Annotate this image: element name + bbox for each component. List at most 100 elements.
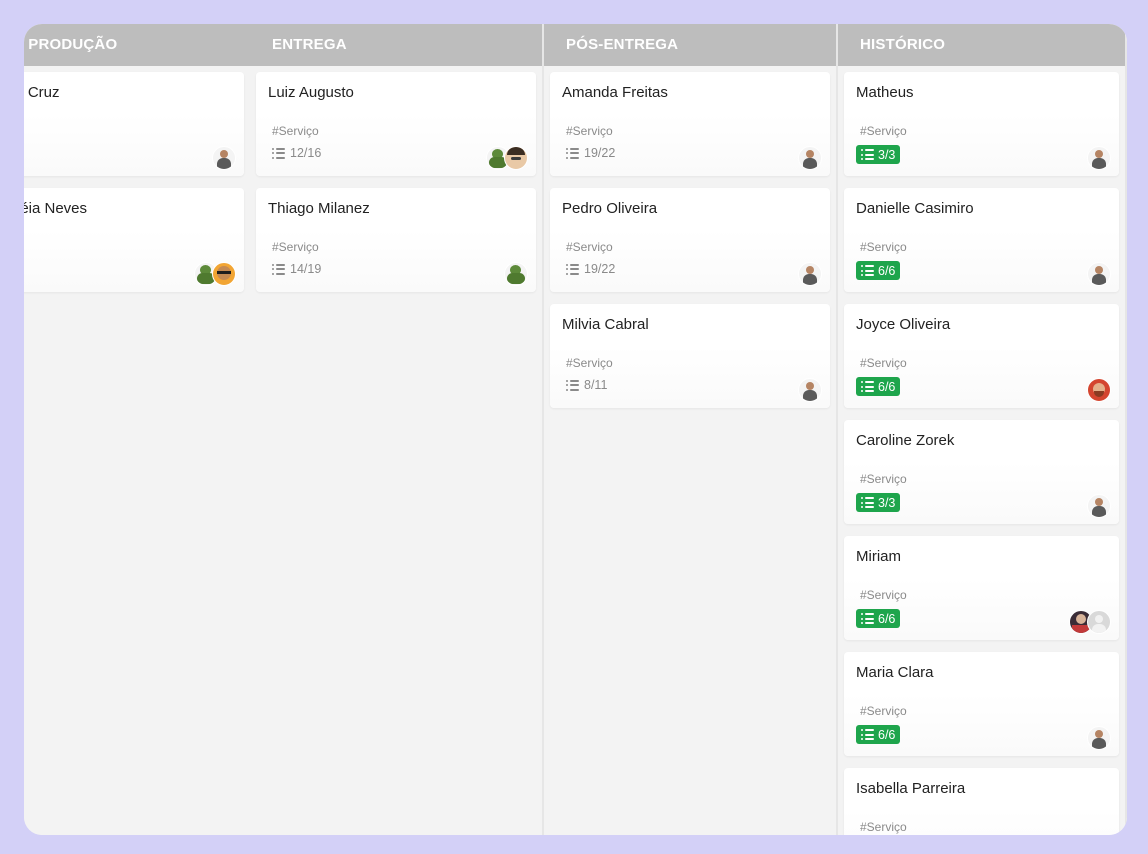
card-title: Milvia Cabral — [562, 316, 649, 333]
checklist-complete-badge: 3/3 — [856, 145, 901, 164]
checklist-count: 6/6 — [878, 727, 896, 742]
card-tag[interactable]: #Serviço — [566, 240, 613, 254]
checklist-progress: 19/22 — [566, 262, 615, 276]
card-tag[interactable]: #Serviço — [860, 356, 907, 370]
card-tag[interactable]: #Serviço — [860, 124, 907, 138]
assignee-avatars[interactable] — [1087, 262, 1111, 286]
checklist-count: 3/3 — [878, 495, 896, 510]
checklist-complete-badge: 3/3 — [856, 493, 901, 512]
checklist-count: 6/6 — [878, 611, 896, 626]
card-tag[interactable]: #Serviço — [272, 124, 319, 138]
checklist-count: 8/11 — [584, 378, 608, 392]
assignee-avatar[interactable] — [1087, 262, 1111, 286]
card-title: rléia Neves — [24, 200, 88, 217]
board-column: O PRODUÇÃO ia Cruzo4 rléia Neveso4 — [24, 24, 252, 835]
assignee-avatar[interactable] — [504, 262, 528, 286]
assignee-avatars[interactable] — [1087, 726, 1111, 750]
task-card[interactable]: Maria Clara #Serviço 6/6 — [844, 652, 1119, 756]
checklist-icon — [566, 263, 579, 275]
assignee-avatar[interactable] — [504, 146, 528, 170]
task-card[interactable]: Thiago Milanez #Serviço 14/19 — [256, 188, 536, 292]
column-header[interactable]: HISTÓRICO — [838, 24, 1125, 66]
assignee-avatars[interactable] — [194, 262, 236, 286]
assignee-avatars[interactable] — [1087, 494, 1111, 518]
checklist-icon — [566, 379, 579, 391]
card-tag[interactable]: #Serviço — [860, 820, 907, 834]
checklist-icon — [566, 147, 579, 159]
assignee-avatars[interactable] — [798, 378, 822, 402]
card-tag[interactable]: #Serviço — [860, 704, 907, 718]
task-card[interactable]: Luiz Augusto #Serviço 12/16 — [256, 72, 536, 176]
assignee-avatars[interactable] — [798, 146, 822, 170]
task-card[interactable]: ia Cruzo4 — [24, 72, 244, 176]
assignee-avatar[interactable] — [1087, 146, 1111, 170]
assignee-avatars[interactable] — [504, 262, 528, 286]
task-card[interactable]: Miriam #Serviço 6/6 — [844, 536, 1119, 640]
assignee-avatars[interactable] — [1087, 146, 1111, 170]
assignee-avatars[interactable] — [1069, 610, 1111, 634]
assignee-avatar[interactable] — [1087, 610, 1111, 634]
task-card[interactable]: Isabella Parreira #Serviço — [844, 768, 1119, 835]
checklist-count: 14/19 — [290, 262, 322, 276]
assignee-avatars[interactable] — [212, 146, 236, 170]
card-title: Isabella Parreira — [856, 780, 966, 797]
checklist-count: 19/22 — [584, 146, 616, 160]
card-tag[interactable]: #Serviço — [566, 124, 613, 138]
card-tag[interactable]: #Serviço — [860, 588, 907, 602]
checklist-count: 6/6 — [878, 263, 896, 278]
assignee-avatars[interactable] — [486, 146, 528, 170]
checklist-icon — [861, 381, 874, 392]
checklist-progress: 8/11 — [566, 378, 607, 392]
task-card[interactable]: Joyce Oliveira #Serviço 6/6 — [844, 304, 1119, 408]
assignee-avatar[interactable] — [1087, 726, 1111, 750]
task-card[interactable]: Pedro Oliveira #Serviço 19/22 — [550, 188, 830, 292]
assignee-avatar[interactable] — [798, 262, 822, 286]
column-header[interactable]: O PRODUÇÃO — [24, 24, 250, 66]
assignee-avatars[interactable] — [1087, 378, 1111, 402]
card-title: Danielle Casimiro — [856, 200, 974, 217]
kanban-board: O PRODUÇÃO ia Cruzo4 rléia Neveso4 ENTREGA L… — [24, 24, 1127, 835]
checklist-count: 3/3 — [878, 147, 896, 162]
task-card[interactable]: Amanda Freitas #Serviço 19/22 — [550, 72, 830, 176]
checklist-progress: 12/16 — [272, 146, 321, 160]
task-card[interactable]: Matheus #Serviço 3/3 — [844, 72, 1119, 176]
checklist-icon — [861, 729, 874, 740]
card-title: Joyce Oliveira — [856, 316, 951, 333]
card-title: Thiago Milanez — [268, 200, 370, 217]
card-title: Pedro Oliveira — [562, 200, 658, 217]
card-tag[interactable]: #Serviço — [860, 472, 907, 486]
card-title: Amanda Freitas — [562, 84, 668, 101]
checklist-complete-badge: 6/6 — [856, 377, 901, 396]
card-tag[interactable]: #Serviço — [860, 240, 907, 254]
task-card[interactable]: Danielle Casimiro #Serviço 6/6 — [844, 188, 1119, 292]
assignee-avatar[interactable] — [1087, 378, 1111, 402]
checklist-icon — [861, 613, 874, 624]
checklist-complete-badge: 6/6 — [856, 609, 901, 628]
card-tag[interactable]: #Serviço — [272, 240, 319, 254]
assignee-avatars[interactable] — [798, 262, 822, 286]
checklist-icon — [861, 149, 874, 160]
column-header[interactable]: PÓS-ENTREGA — [544, 24, 836, 66]
checklist-count: 12/16 — [290, 146, 322, 160]
assignee-avatar[interactable] — [1087, 494, 1111, 518]
checklist-progress: 19/22 — [566, 146, 615, 160]
card-tag[interactable]: #Serviço — [566, 356, 613, 370]
board-column: ENTREGA Luiz Augusto #Serviço 12/16 Thiago M… — [250, 24, 544, 835]
checklist-icon — [861, 497, 874, 508]
checklist-icon — [861, 265, 874, 276]
assignee-avatar[interactable] — [212, 262, 236, 286]
card-title: Caroline Zorek — [856, 432, 955, 449]
column-header[interactable]: ENTREGA — [250, 24, 542, 66]
task-card[interactable]: Milvia Cabral #Serviço 8/11 — [550, 304, 830, 408]
checklist-count: 6/6 — [878, 379, 896, 394]
task-card[interactable]: Caroline Zorek #Serviço 3/3 — [844, 420, 1119, 524]
checklist-complete-badge: 6/6 — [856, 725, 901, 744]
card-title: Miriam — [856, 548, 901, 565]
task-card[interactable]: rléia Neveso4 — [24, 188, 244, 292]
card-title: Matheus — [856, 84, 914, 101]
checklist-progress: 14/19 — [272, 262, 321, 276]
checklist-count: 19/22 — [584, 262, 616, 276]
assignee-avatar[interactable] — [798, 146, 822, 170]
assignee-avatar[interactable] — [798, 378, 822, 402]
assignee-avatar[interactable] — [212, 146, 236, 170]
